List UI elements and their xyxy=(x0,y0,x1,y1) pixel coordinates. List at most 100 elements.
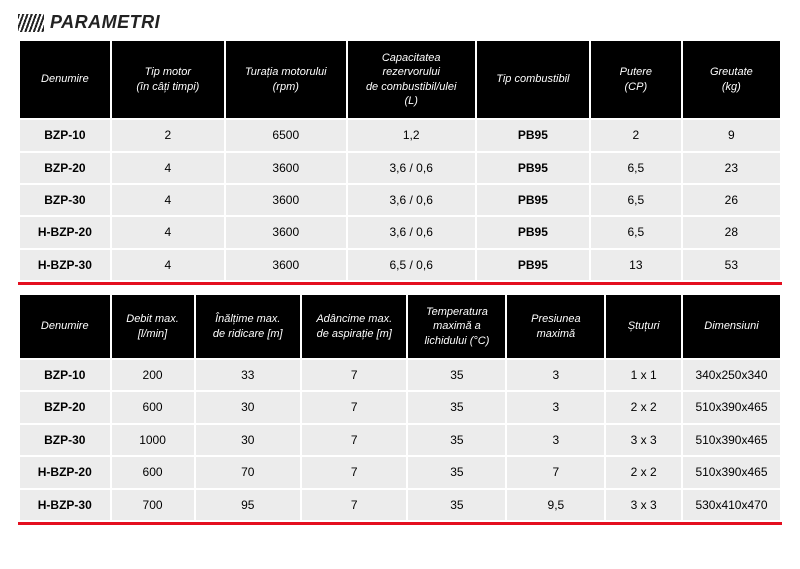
parametri-table-2-header-6: Ștuțuri xyxy=(606,295,681,358)
parametri-table-2-cell: 7 xyxy=(302,425,406,455)
parametri-table-2-cell: 600 xyxy=(112,457,194,487)
parametri-table-1-cell: 53 xyxy=(683,250,780,280)
parametri-table-1-cell: 23 xyxy=(683,153,780,183)
parametri-table-2-cell: 3 x 3 xyxy=(606,490,681,520)
parametri-table-2-cell: 30 xyxy=(196,425,300,455)
parametri-table-1-cell: BZP-30 xyxy=(20,185,110,215)
section-title: PARAMETRI xyxy=(50,12,160,33)
parametri-table-1-cell: PB95 xyxy=(477,217,589,247)
parametri-table-2-cell: 700 xyxy=(112,490,194,520)
parametri-table-1-cell: 26 xyxy=(683,185,780,215)
parametri-table-1-cell: 4 xyxy=(112,217,224,247)
table-row: BZP-102003373531 x 1340x250x340 xyxy=(20,360,780,390)
parametri-table-1-header-4: Tip combustibil xyxy=(477,41,589,118)
parametri-table-2-cell: 340x250x340 xyxy=(683,360,780,390)
parametri-table-1-cell: PB95 xyxy=(477,120,589,150)
parametri-table-1-cell: 1,2 xyxy=(348,120,475,150)
parametri-table-2-cell: 1000 xyxy=(112,425,194,455)
parametri-table-2-cell: 70 xyxy=(196,457,300,487)
parametri-table-1-cell: 6,5 xyxy=(591,153,681,183)
parametri-table-2-cell: 2 x 2 xyxy=(606,457,681,487)
parametri-table-2-cell: 95 xyxy=(196,490,300,520)
parametri-table-2-header-5: Presiunea maximă xyxy=(507,295,604,358)
parametri-table-1-header-6: Greutate(kg) xyxy=(683,41,780,118)
parametri-table-2-cell: 35 xyxy=(408,425,505,455)
parametri-table-2-cell: BZP-10 xyxy=(20,360,110,390)
parametri-table-2-cell: 600 xyxy=(112,392,194,422)
table-row: H-BZP-20436003,6 / 0,6PB956,528 xyxy=(20,217,780,247)
parametri-table-2-cell: 510x390x465 xyxy=(683,425,780,455)
parametri-table-2-cell: H-BZP-20 xyxy=(20,457,110,487)
parametri-table-2: DenumireDebit max.[l/min]Înălțime max.de… xyxy=(18,293,782,522)
parametri-table-1-header-5: Putere(CP) xyxy=(591,41,681,118)
parametri-table-1-header-0: Denumire xyxy=(20,41,110,118)
parametri-table-1-cell: BZP-10 xyxy=(20,120,110,150)
parametri-table-1-cell: 3,6 / 0,6 xyxy=(348,217,475,247)
parametri-table-1-cell: 6,5 xyxy=(591,185,681,215)
parametri-table-2-cell: 33 xyxy=(196,360,300,390)
parametri-table-1-header-3: Capacitatearezervoruluide combustibil/ul… xyxy=(348,41,475,118)
section-header: PARAMETRI xyxy=(18,12,782,33)
parametri-table-2-cell: 510x390x465 xyxy=(683,392,780,422)
table-row: BZP-3010003073533 x 3510x390x465 xyxy=(20,425,780,455)
parametri-table-1: DenumireTip motor(în câți timpi)Turația … xyxy=(18,39,782,282)
parametri-table-1-cell: 3600 xyxy=(226,185,346,215)
parametri-table-2-cell: 35 xyxy=(408,490,505,520)
parametri-table-1-cell: 6,5 / 0,6 xyxy=(348,250,475,280)
parametri-table-1-header-1: Tip motor(în câți timpi) xyxy=(112,41,224,118)
parametri-table-2-cell: 1 x 1 xyxy=(606,360,681,390)
parametri-table-1-cell: 3600 xyxy=(226,153,346,183)
parametri-table-2-cell: 35 xyxy=(408,360,505,390)
table-row: H-BZP-30436006,5 / 0,6PB951353 xyxy=(20,250,780,280)
parametri-table-1-cell: 3,6 / 0,6 xyxy=(348,185,475,215)
parametri-table-1-cell: PB95 xyxy=(477,153,589,183)
hatch-decoration xyxy=(18,14,44,32)
table-row: BZP-30436003,6 / 0,6PB956,526 xyxy=(20,185,780,215)
table-row: BZP-206003073532 x 2510x390x465 xyxy=(20,392,780,422)
table-row: BZP-10265001,2PB9529 xyxy=(20,120,780,150)
parametri-table-2-header-3: Adâncime max.de aspirație [m] xyxy=(302,295,406,358)
divider-rule xyxy=(18,522,782,525)
parametri-table-2-cell: 510x390x465 xyxy=(683,457,780,487)
parametri-table-1-cell: 13 xyxy=(591,250,681,280)
parametri-table-1-cell: 9 xyxy=(683,120,780,150)
parametri-table-1-cell: 2 xyxy=(112,120,224,150)
parametri-table-2-cell: 530x410x470 xyxy=(683,490,780,520)
parametri-table-2-cell: 2 x 2 xyxy=(606,392,681,422)
parametri-table-1-cell: H-BZP-30 xyxy=(20,250,110,280)
parametri-table-2-cell: 7 xyxy=(302,392,406,422)
parametri-table-1-cell: 3,6 / 0,6 xyxy=(348,153,475,183)
table-row: BZP-20436003,6 / 0,6PB956,523 xyxy=(20,153,780,183)
parametri-table-2-cell: BZP-30 xyxy=(20,425,110,455)
parametri-table-1-cell: 6,5 xyxy=(591,217,681,247)
table-row: H-BZP-30700957359,53 x 3530x410x470 xyxy=(20,490,780,520)
parametri-table-2-cell: 35 xyxy=(408,457,505,487)
parametri-table-1-cell: BZP-20 xyxy=(20,153,110,183)
parametri-table-2-cell: 200 xyxy=(112,360,194,390)
parametri-table-1-cell: 4 xyxy=(112,153,224,183)
parametri-table-2-cell: 3 xyxy=(507,425,604,455)
parametri-table-1-header-2: Turația motorului(rpm) xyxy=(226,41,346,118)
parametri-table-1-cell: 2 xyxy=(591,120,681,150)
parametri-table-2-header-7: Dimensiuni xyxy=(683,295,780,358)
divider-rule xyxy=(18,282,782,285)
parametri-table-1-cell: 4 xyxy=(112,250,224,280)
parametri-table-2-cell: 3 x 3 xyxy=(606,425,681,455)
parametri-table-2-cell: 7 xyxy=(302,360,406,390)
parametri-table-2-cell: 3 xyxy=(507,392,604,422)
parametri-table-2-header-0: Denumire xyxy=(20,295,110,358)
table-row: H-BZP-206007073572 x 2510x390x465 xyxy=(20,457,780,487)
parametri-table-2-cell: 9,5 xyxy=(507,490,604,520)
parametri-table-1-cell: PB95 xyxy=(477,185,589,215)
parametri-table-2-header-1: Debit max.[l/min] xyxy=(112,295,194,358)
parametri-table-1-cell: H-BZP-20 xyxy=(20,217,110,247)
parametri-table-2-cell: BZP-20 xyxy=(20,392,110,422)
parametri-table-2-header-2: Înălțime max.de ridicare [m] xyxy=(196,295,300,358)
parametri-table-1-cell: 3600 xyxy=(226,250,346,280)
parametri-table-1-cell: PB95 xyxy=(477,250,589,280)
parametri-table-1-cell: 3600 xyxy=(226,217,346,247)
parametri-table-2-cell: 3 xyxy=(507,360,604,390)
parametri-table-2-cell: H-BZP-30 xyxy=(20,490,110,520)
parametri-table-2-cell: 7 xyxy=(302,490,406,520)
parametri-table-1-cell: 6500 xyxy=(226,120,346,150)
